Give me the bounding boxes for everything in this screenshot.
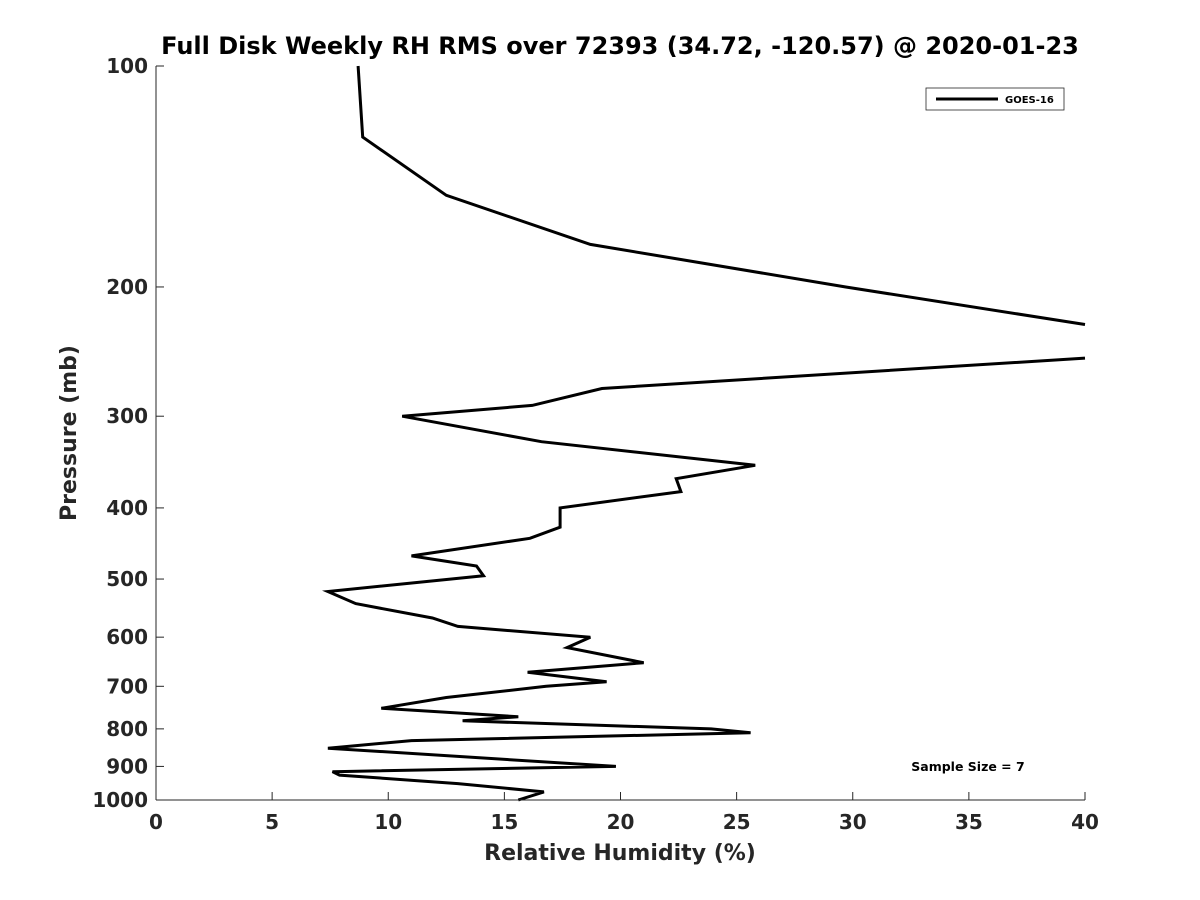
y-tick-label: 900 bbox=[106, 754, 148, 778]
y-tick-label: 700 bbox=[106, 674, 148, 698]
y-tick-label: 1000 bbox=[92, 788, 148, 812]
y-tick-label: 200 bbox=[106, 275, 148, 299]
y-tick-label: 800 bbox=[106, 717, 148, 741]
x-tick-label: 15 bbox=[490, 810, 518, 834]
legend: GOES-16 bbox=[925, 87, 1065, 111]
x-axis-label: Relative Humidity (%) bbox=[484, 841, 756, 866]
chart-title: Full Disk Weekly RH RMS over 72393 (34.7… bbox=[161, 32, 1079, 60]
legend-label-goes-16: GOES-16 bbox=[1005, 95, 1054, 106]
y-axis-label: Pressure (mb) bbox=[57, 345, 82, 521]
x-tick-label: 10 bbox=[374, 810, 402, 834]
x-tick-label: 30 bbox=[839, 810, 867, 834]
x-tick-label: 40 bbox=[1071, 810, 1099, 834]
sample-size-annotation: Sample Size = 7 bbox=[911, 759, 1024, 774]
y-tick-label: 500 bbox=[106, 567, 148, 591]
x-tick-label: 20 bbox=[607, 810, 635, 834]
series-line-goes-16 bbox=[356, 65, 1086, 326]
series-lines bbox=[322, 65, 1086, 802]
x-tick-label: 0 bbox=[149, 810, 163, 834]
y-tick-label: 400 bbox=[106, 496, 148, 520]
y-tick-label: 600 bbox=[106, 625, 148, 649]
x-tick-label: 35 bbox=[955, 810, 983, 834]
x-tick-label: 5 bbox=[265, 810, 279, 834]
x-tick-label: 25 bbox=[723, 810, 751, 834]
series-line-goes-16 bbox=[322, 356, 1086, 802]
axes: 0 5 10 15 20 25 30 35 40 100 200 300 400 500 600 700 800… bbox=[92, 54, 1099, 834]
y-tick-label: 100 bbox=[106, 54, 148, 78]
y-tick-label: 300 bbox=[106, 404, 148, 428]
